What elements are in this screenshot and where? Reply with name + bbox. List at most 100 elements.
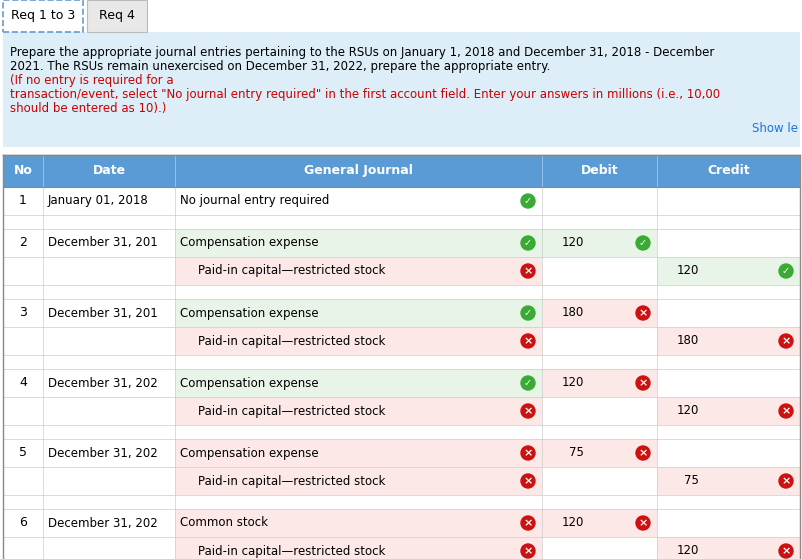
Circle shape (520, 306, 534, 320)
Text: 1: 1 (19, 195, 27, 207)
Bar (175, 397, 541, 425)
Bar (541, 509, 656, 537)
Bar (3, 215, 43, 229)
Circle shape (520, 404, 534, 418)
Bar (43, 467, 175, 495)
Circle shape (635, 306, 649, 320)
Text: Show le: Show le (751, 122, 797, 135)
Circle shape (778, 264, 792, 278)
Bar (43, 299, 175, 327)
Circle shape (778, 474, 792, 488)
Text: 5: 5 (19, 447, 27, 459)
Text: Compensation expense: Compensation expense (180, 306, 318, 320)
Text: Req 4: Req 4 (99, 10, 135, 22)
Bar (656, 369, 799, 397)
Text: 120: 120 (676, 544, 698, 557)
Bar (87, 0, 147, 32)
Bar (175, 537, 541, 559)
Circle shape (635, 516, 649, 530)
Bar (541, 327, 656, 355)
Text: Paid-in capital—restricted stock: Paid-in capital—restricted stock (198, 405, 385, 418)
Bar (43, 355, 175, 369)
Text: Paid-in capital—restricted stock: Paid-in capital—restricted stock (198, 264, 385, 277)
Text: No: No (14, 164, 32, 178)
Text: ×: × (523, 336, 532, 346)
Text: ×: × (780, 476, 790, 486)
Circle shape (635, 376, 649, 390)
Text: No journal entry required: No journal entry required (180, 195, 329, 207)
Bar (3, 327, 43, 355)
Text: Paid-in capital—restricted stock: Paid-in capital—restricted stock (198, 334, 385, 348)
Text: Compensation expense: Compensation expense (180, 377, 318, 390)
Text: ✓: ✓ (523, 378, 532, 388)
Text: ✓: ✓ (523, 238, 532, 248)
Bar (3, 32, 799, 147)
Bar (175, 285, 541, 299)
Bar (656, 257, 799, 285)
Text: 4: 4 (19, 377, 27, 390)
Bar (43, 509, 175, 537)
Text: ×: × (780, 406, 790, 416)
Bar (541, 229, 656, 257)
Bar (656, 327, 799, 355)
Text: Common stock: Common stock (180, 517, 268, 529)
Circle shape (520, 334, 534, 348)
Bar (656, 425, 799, 439)
Text: Prepare the appropriate journal entries pertaining to the RSUs on January 1, 201: Prepare the appropriate journal entries … (10, 46, 714, 59)
Text: 120: 120 (676, 264, 698, 277)
Text: 2: 2 (19, 236, 27, 249)
Bar (3, 495, 43, 509)
Bar (656, 467, 799, 495)
Text: ×: × (780, 546, 790, 556)
Text: ×: × (638, 378, 647, 388)
Text: ×: × (638, 448, 647, 458)
Bar (175, 425, 541, 439)
Bar (3, 355, 43, 369)
Bar (175, 327, 541, 355)
Bar (3, 187, 43, 215)
Text: December 31, 201: December 31, 201 (48, 306, 157, 320)
Bar (541, 439, 656, 467)
Bar (656, 229, 799, 257)
Text: Credit: Credit (707, 164, 749, 178)
Text: ✓: ✓ (638, 238, 646, 248)
Bar (3, 257, 43, 285)
Text: ×: × (523, 476, 532, 486)
Bar (175, 467, 541, 495)
Bar (656, 215, 799, 229)
Text: ✓: ✓ (781, 266, 789, 276)
Bar (541, 397, 656, 425)
Bar (175, 229, 541, 257)
Bar (175, 215, 541, 229)
Bar (175, 355, 541, 369)
Text: December 31, 202: December 31, 202 (48, 447, 157, 459)
Text: 180: 180 (676, 334, 698, 348)
Bar (43, 229, 175, 257)
Bar (175, 257, 541, 285)
Text: ✓: ✓ (523, 308, 532, 318)
Text: December 31, 202: December 31, 202 (48, 517, 157, 529)
Text: Compensation expense: Compensation expense (180, 447, 318, 459)
Text: ×: × (523, 518, 532, 528)
Bar (175, 299, 541, 327)
Bar (175, 509, 541, 537)
Bar (656, 537, 799, 559)
Text: ✓: ✓ (523, 196, 532, 206)
Circle shape (520, 516, 534, 530)
Bar (656, 397, 799, 425)
Text: 120: 120 (561, 517, 583, 529)
Circle shape (520, 236, 534, 250)
Text: Compensation expense: Compensation expense (180, 236, 318, 249)
Text: should be entered as 10).): should be entered as 10).) (10, 102, 166, 115)
Text: ×: × (523, 406, 532, 416)
Circle shape (520, 264, 534, 278)
Bar (3, 155, 799, 187)
Bar (3, 369, 43, 397)
Circle shape (778, 544, 792, 558)
Text: 6: 6 (19, 517, 27, 529)
Text: 75: 75 (569, 447, 583, 459)
Bar (43, 187, 175, 215)
Bar (656, 439, 799, 467)
Bar (3, 439, 43, 467)
Bar (541, 369, 656, 397)
